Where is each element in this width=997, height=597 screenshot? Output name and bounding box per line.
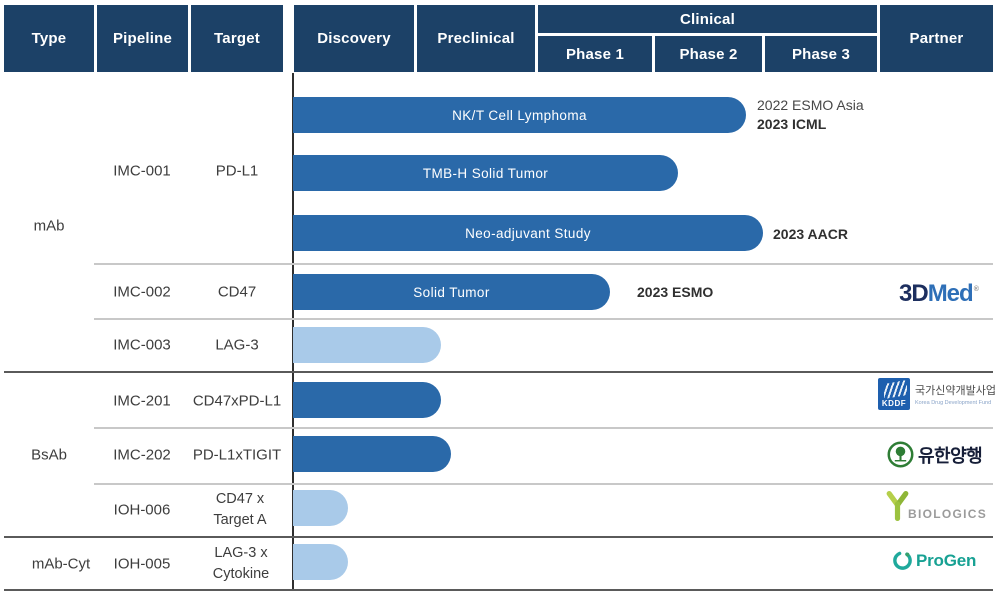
pipeline-label-ioh005: IOH-005 — [113, 555, 171, 573]
pipeline-label-ioh006: IOH-006 — [113, 501, 171, 519]
target-label-imc002: CD47 — [217, 283, 257, 301]
yuhan-name-text: 유한양행 — [918, 445, 983, 466]
kddf-korean-name: 국가신약개발사업단 — [915, 385, 997, 397]
bar-ioh006 — [293, 490, 348, 526]
milestone-text: 2023 AACR — [773, 226, 848, 242]
target-label-imc202: PD-L1xTIGIT — [192, 446, 282, 464]
bar-imc001-nkt-cell-lymphoma: NK/T Cell Lymphoma — [293, 97, 746, 133]
ybiologics-antibody-y-icon — [886, 490, 909, 522]
group-label-mabcyt: mAb-Cyt — [31, 555, 91, 573]
pipeline-label-imc201: IMC-201 — [113, 392, 171, 410]
bottom-border-line — [4, 589, 993, 591]
bar-imc001-neo-adjuvant-study: Neo-adjuvant Study — [293, 215, 763, 251]
milestone-text: 2023 ESMO — [637, 284, 714, 300]
header-partner: Partner — [880, 5, 993, 72]
milestone-text: 2022 ESMO Asia — [757, 97, 864, 113]
ybiologics-name-text: BIOLOGICS — [908, 507, 988, 521]
milestone-note-imc001-neoadjuvant: 2023 AACR — [773, 225, 848, 244]
milestone-text: 2023 ICML — [757, 116, 827, 132]
header-target: Target — [191, 5, 283, 72]
bar-label: Solid Tumor — [413, 284, 490, 300]
bar-ioh005 — [293, 544, 348, 580]
header-phase3: Phase 3 — [765, 36, 877, 72]
pipeline-label-imc202: IMC-202 — [113, 446, 171, 464]
header-clinical: Clinical — [538, 5, 877, 33]
milestone-note-imc002: 2023 ESMO — [637, 283, 713, 302]
target-label-ioh005: LAG-3 x Cytokine — [213, 543, 269, 585]
pipeline-label-imc002: IMC-002 — [113, 283, 171, 301]
partner-logo-yuhan: 유한양행 — [887, 441, 983, 468]
header-discovery: Discovery — [294, 5, 414, 72]
yuhan-tree-icon — [887, 441, 914, 468]
header-pipeline: Pipeline — [97, 5, 188, 72]
row-separator — [94, 483, 993, 485]
header-type: Type — [4, 5, 94, 72]
kddf-text-block: 국가신약개발사업단 Korea Drug Development Fund — [915, 378, 997, 410]
kddf-english-name: Korea Drug Development Fund — [915, 400, 992, 406]
target-label-imc201: CD47xPD-L1 — [192, 392, 282, 410]
bar-label: TMB-H Solid Tumor — [422, 165, 549, 181]
bar-label: NK/T Cell Lymphoma — [452, 107, 587, 123]
pipeline-label-imc001: IMC-001 — [113, 162, 171, 180]
bar-imc003 — [293, 327, 441, 363]
group-separator — [4, 371, 993, 373]
kddf-flag-icon: KDDF — [878, 378, 910, 410]
header-phase2: Phase 2 — [655, 36, 762, 72]
partner-logo-ybiologics: BIOLOGICS — [884, 489, 987, 523]
milestone-note-imc001-lymphoma: 2022 ESMO Asia 2023 ICML — [757, 96, 864, 134]
group-label-mab: mAb — [33, 217, 65, 235]
bar-imc002-solid-tumor: Solid Tumor — [293, 274, 610, 310]
partner-logo-progen: ProGen — [892, 550, 976, 571]
progen-circle-icon — [893, 551, 912, 570]
target-line-2: Target A — [213, 512, 267, 528]
bar-imc201 — [293, 382, 441, 418]
target-line-1: LAG-3 x — [214, 545, 268, 561]
kddf-stripes-icon — [884, 379, 907, 400]
bar-label: Neo-adjuvant Study — [465, 225, 591, 241]
header-preclinical: Preclinical — [417, 5, 535, 72]
target-label-imc003: LAG-3 — [215, 336, 259, 354]
trademark-mark: ® — [973, 285, 979, 293]
3dmed-logo-text-med: Med — [927, 280, 974, 307]
pipeline-label-imc003: IMC-003 — [113, 336, 171, 354]
row-separator — [94, 263, 993, 265]
target-line-2: Cytokine — [212, 566, 270, 582]
kddf-abbr-text: KDDF — [881, 399, 907, 408]
partner-logo-kddf: KDDF 국가신약개발사업단 Korea Drug Development Fu… — [878, 378, 997, 410]
row-separator — [94, 427, 993, 429]
group-separator — [4, 536, 993, 538]
target-line-1: CD47 x — [215, 491, 265, 507]
progen-name-text: ProGen — [916, 550, 977, 570]
3dmed-logo-text-3d: 3D — [899, 280, 929, 307]
header-phase1: Phase 1 — [538, 36, 652, 72]
group-label-bsab: BsAb — [31, 446, 67, 464]
target-label-ioh006: CD47 x Target A — [213, 489, 266, 531]
target-label-imc001: PD-L1 — [215, 162, 259, 180]
bar-imc202 — [293, 436, 451, 472]
partner-logo-3dmed: 3D Med ® — [899, 280, 979, 308]
row-separator — [94, 318, 993, 320]
bar-imc001-tmbh-solid-tumor: TMB-H Solid Tumor — [293, 155, 678, 191]
